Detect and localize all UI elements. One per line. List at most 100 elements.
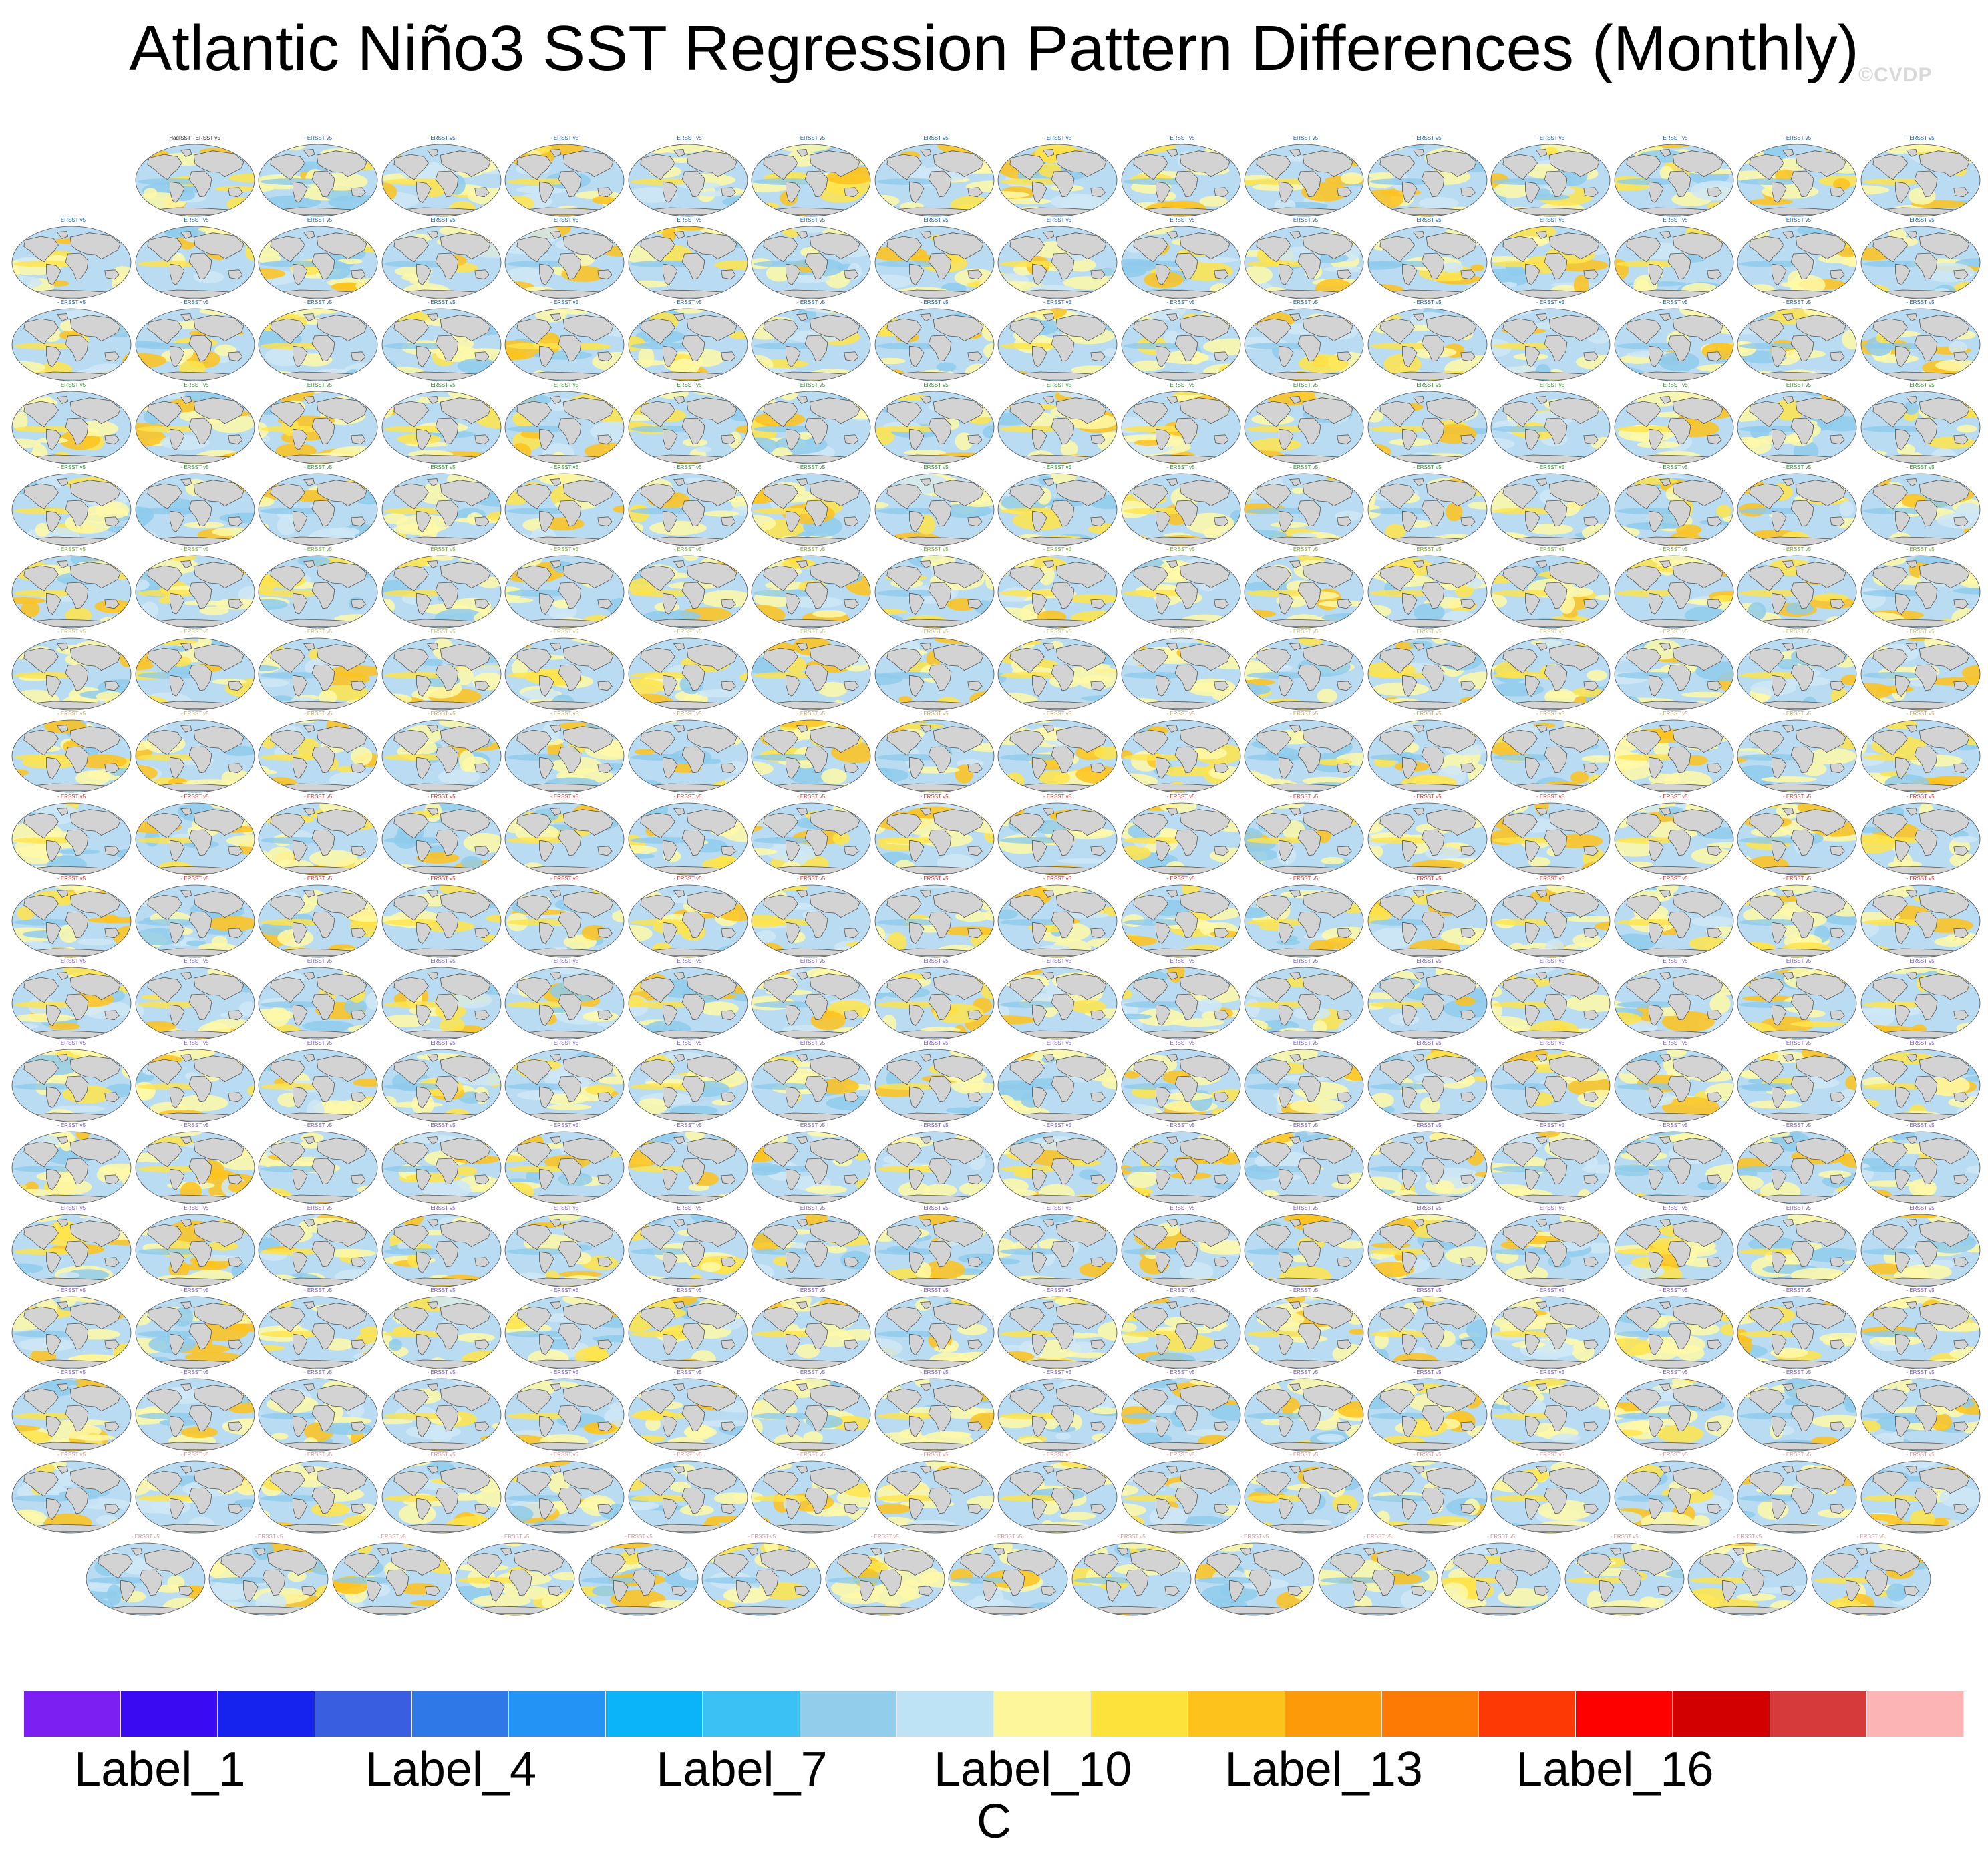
panel-label: - ERSST v5	[303, 875, 333, 882]
map-panel: - ERSST v5	[1564, 1534, 1685, 1617]
regression-map	[1490, 967, 1611, 1040]
regression-map	[1737, 884, 1857, 958]
map-panel: - ERSST v5	[1736, 1205, 1858, 1288]
map-panel: - ERSST v5	[1736, 1122, 1858, 1205]
regression-map	[628, 967, 748, 1040]
panel-label: - ERSST v5	[57, 1369, 86, 1375]
regression-map	[381, 1049, 501, 1122]
panel-label: - ERSST v5	[1659, 1040, 1688, 1047]
panel-label: - ERSST v5	[180, 1369, 209, 1375]
map-panel: - ERSST v5	[257, 711, 379, 794]
map-panel: - ERSST v5	[1860, 299, 1981, 382]
regression-map	[1737, 391, 1857, 464]
panel-label: - ERSST v5	[1659, 464, 1688, 470]
regression-map	[1737, 308, 1857, 381]
map-panel: - ERSST v5	[1860, 629, 1981, 711]
map-panel: - ERSST v5	[504, 1287, 625, 1370]
regression-map	[1367, 1296, 1487, 1369]
map-panel: - ERSST v5	[1613, 135, 1735, 218]
panel-label: - ERSST v5	[1043, 1040, 1072, 1047]
map-panel: - ERSST v5	[1490, 546, 1611, 629]
regression-map	[997, 1296, 1118, 1369]
panel-label: - ERSST v5	[920, 299, 949, 306]
map-panel: - ERSST v5	[1243, 1452, 1365, 1534]
regression-map	[455, 1542, 575, 1616]
panel-label: - ERSST v5	[180, 1452, 209, 1458]
panel-label: - ERSST v5	[1289, 1040, 1319, 1047]
map-panel: - ERSST v5	[1490, 299, 1611, 382]
map-panel: - ERSST v5	[134, 876, 256, 959]
regression-map	[1244, 555, 1364, 629]
panel-label: - ERSST v5	[427, 135, 456, 141]
map-panel: - ERSST v5	[1860, 1369, 1981, 1452]
panel-label: - ERSST v5	[1906, 135, 1935, 141]
panel-label: - ERSST v5	[673, 135, 702, 141]
regression-map	[504, 1049, 625, 1122]
regression-map	[135, 391, 255, 464]
panel-label: - ERSST v5	[1043, 381, 1072, 388]
map-panel: - ERSST v5	[1613, 876, 1735, 959]
map-panel: - ERSST v5	[1613, 217, 1735, 300]
panel-label: - ERSST v5	[920, 1452, 949, 1458]
panel-label: - ERSST v5	[1536, 1204, 1565, 1211]
map-panel: - ERSST v5	[331, 1534, 453, 1617]
map-panel: - ERSST v5	[1490, 1040, 1611, 1123]
colorbar-segment	[800, 1691, 897, 1737]
panel-label: - ERSST v5	[673, 464, 702, 470]
map-panel: - ERSST v5	[257, 629, 379, 711]
map-panel: - ERSST v5	[1736, 217, 1858, 300]
map-panel: - ERSST v5	[1120, 464, 1242, 547]
map-panel: - ERSST v5	[627, 1287, 749, 1370]
regression-map	[997, 391, 1118, 464]
map-panel: - ERSST v5	[750, 1287, 872, 1370]
panel-label: - ERSST v5	[796, 1204, 826, 1211]
regression-map	[258, 1296, 378, 1369]
regression-map	[1490, 1214, 1611, 1287]
panel-label: - ERSST v5	[796, 711, 826, 717]
panel-label: - ERSST v5	[427, 1287, 456, 1293]
map-panel: - ERSST v5	[504, 794, 625, 876]
regression-map	[1737, 1378, 1857, 1452]
map-panel: - ERSST v5	[1736, 1452, 1858, 1534]
panel-label: - ERSST v5	[303, 1122, 333, 1129]
panel-label: - ERSST v5	[673, 1287, 702, 1293]
panel-label: - ERSST v5	[427, 1452, 456, 1458]
map-panel: - ERSST v5	[381, 217, 502, 300]
map-panel: - ERSST v5	[11, 1287, 132, 1370]
panel-label: - ERSST v5	[920, 793, 949, 800]
regression-map	[1687, 1542, 1808, 1616]
regression-map	[997, 884, 1118, 958]
regression-map	[1860, 637, 1980, 711]
map-panel: - ERSST v5	[1860, 1287, 1981, 1370]
cvdp-watermark: ©CVDP	[1858, 64, 1933, 86]
panel-label: - ERSST v5	[1782, 464, 1812, 470]
regression-map	[997, 802, 1118, 875]
map-panel: - ERSST v5	[1243, 1205, 1365, 1288]
panel-label: - ERSST v5	[1782, 711, 1812, 717]
panel-label: - ERSST v5	[1536, 1287, 1565, 1293]
map-panel: - ERSST v5	[627, 794, 749, 876]
panel-label: - ERSST v5	[1413, 299, 1442, 306]
panel-label: - ERSST v5	[550, 464, 579, 470]
map-panel: - ERSST v5	[381, 1205, 502, 1288]
regression-map	[1860, 719, 1980, 793]
panel-label: - ERSST v5	[1906, 1452, 1935, 1458]
map-panel: - ERSST v5	[997, 876, 1118, 959]
map-panel: - ERSST v5	[1736, 1287, 1858, 1370]
regression-map	[874, 1214, 994, 1287]
regression-map	[135, 967, 255, 1040]
map-panel: - ERSST v5	[1367, 958, 1488, 1041]
regression-map	[1490, 802, 1611, 875]
map-panel: - ERSST v5	[750, 299, 872, 382]
panel-label: - ERSST v5	[1043, 135, 1072, 141]
regression-map	[86, 1542, 206, 1616]
regression-map	[1121, 637, 1240, 711]
panel-label: - ERSST v5	[1906, 217, 1935, 224]
panel-label: - ERSST v5	[550, 299, 579, 306]
panel-label: - ERSST v5	[57, 1452, 86, 1458]
map-panel: - ERSST v5	[1120, 958, 1242, 1041]
regression-map	[1860, 473, 1980, 546]
map-panel: - ERSST v5	[1736, 299, 1858, 382]
map-panel: - ERSST v5	[11, 546, 132, 629]
panel-label: - ERSST v5	[1782, 546, 1812, 552]
